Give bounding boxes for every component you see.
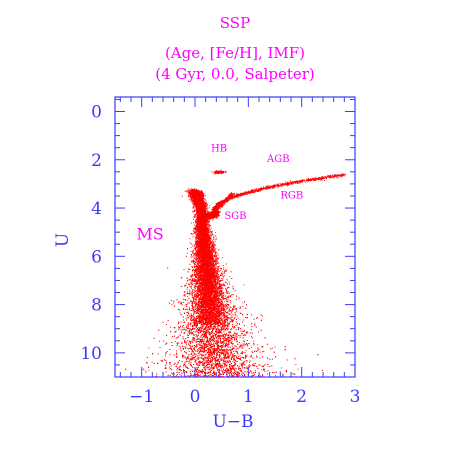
annotation-agb: AGB	[266, 154, 290, 165]
chart-title: SSP	[220, 14, 250, 32]
x-tick-label: 1	[243, 387, 254, 407]
chart-subtitle-line-2: (4 Gyr, 0.0, Salpeter)	[155, 65, 315, 83]
x-tick-label: −1	[129, 387, 154, 407]
x-tick-label: 3	[350, 387, 361, 407]
annotation-hb: HB	[211, 143, 227, 154]
y-tick-label: 2	[91, 151, 102, 171]
y-tick-label: 0	[91, 102, 102, 122]
plot-frame	[114, 96, 356, 378]
y-axis-label: U	[53, 233, 73, 247]
y-tick-label: 6	[91, 247, 102, 267]
annotation-rgb: RGB	[280, 190, 303, 201]
annotation-ms: MS	[136, 224, 163, 243]
x-tick-label: 2	[296, 387, 307, 407]
x-tick-label: 0	[190, 387, 201, 407]
x-axis-label: U−B	[212, 412, 253, 432]
y-tick-label: 4	[91, 199, 102, 219]
scatter-points	[146, 190, 323, 378]
annotations: MS SGB HB AGB RGB	[136, 143, 303, 243]
axis-tick-labels: −1 0 1 2 3 0 2 4 6 8 10	[80, 102, 360, 407]
scatter-points	[181, 174, 345, 221]
y-tick-label: 8	[91, 296, 102, 316]
annotation-sgb: SGB	[224, 211, 246, 222]
data-points	[125, 169, 346, 378]
axis-ticks	[115, 97, 356, 378]
scatter-points	[186, 189, 233, 325]
y-tick-label: 10	[80, 344, 102, 364]
scatter-points	[208, 169, 346, 217]
chart-subtitle-line-1: (Age, [Fe/H], IMF)	[165, 44, 305, 62]
